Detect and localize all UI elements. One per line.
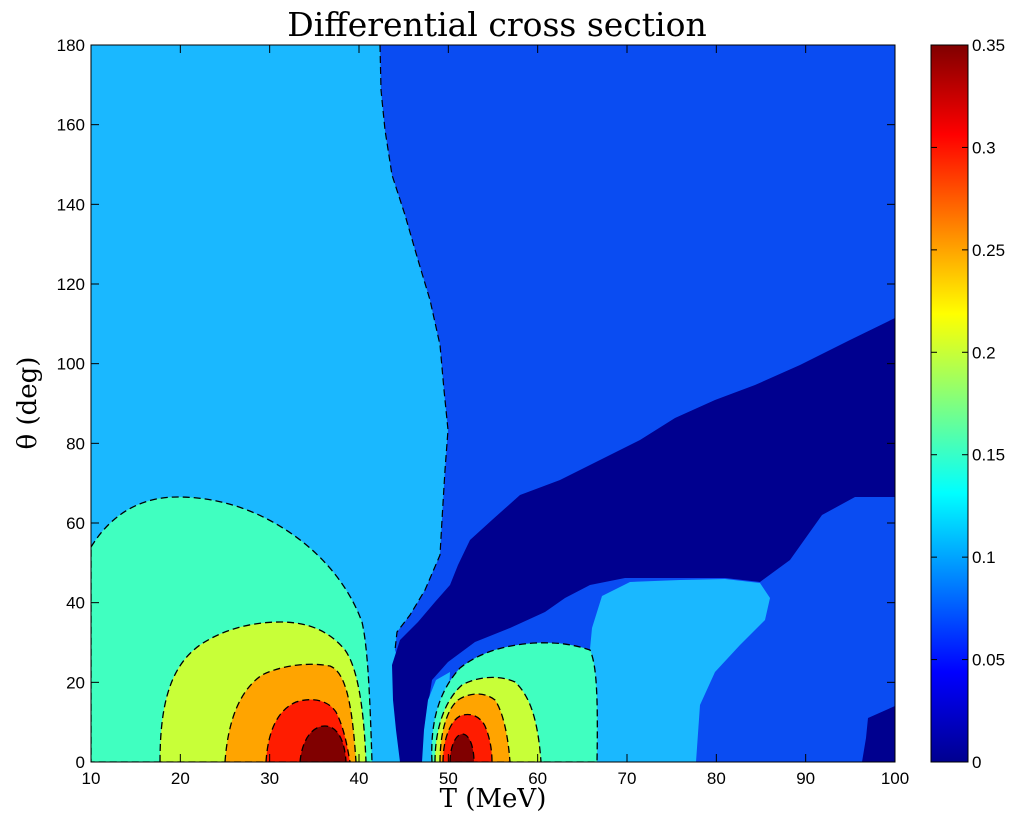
x-tick-label: 10 [82,769,101,788]
contour-plot [91,45,895,762]
region-right-lobe-light-blue [588,579,770,762]
colorbar-tick-label: 0.15 [972,446,1005,465]
contour-line-boundary [379,45,449,651]
colorbar-tick-label: 0.1 [972,548,996,567]
y-tick-label: 80 [66,434,85,453]
x-tick-label: 60 [528,769,547,788]
colorbar-tick-label: 0.35 [972,36,1005,55]
y-axis-label: θ (deg) [13,357,43,450]
y-tick-label: 20 [66,673,85,692]
colorbar-tick-label: 0.05 [972,651,1005,670]
chart-title: Differential cross section [287,5,706,44]
y-tick-label: 60 [66,514,85,533]
y-tick-label: 100 [57,355,85,374]
colorbar-tick-label: 0.25 [972,241,1005,260]
x-tick-label: 50 [439,769,458,788]
x-axis-label: T (MeV) [440,784,547,814]
x-tick-label: 20 [171,769,190,788]
x-tick-label: 100 [881,769,909,788]
colorbar-tick-label: 0 [972,753,981,772]
x-tick-label: 70 [618,769,637,788]
x-tick-label: 90 [796,769,815,788]
colorbar-tick-label: 0.3 [972,138,996,157]
y-tick-label: 0 [76,753,85,772]
left-lobe-peak [299,725,347,762]
y-tick-label: 140 [57,195,85,214]
x-tick-label: 80 [707,769,726,788]
region-corner-dark [862,706,895,762]
colorbar-axis: 0 0.05 0.1 0.15 0.2 0.25 0.3 0.35 [931,36,1005,772]
x-tick-label: 40 [350,769,369,788]
colorbar-tick-label: 0.2 [972,343,996,362]
y-axis: 0 20 40 60 80 100 120 140 160 180 [57,36,895,772]
y-tick-label: 40 [66,594,85,613]
x-axis: 10 20 30 40 50 60 70 80 90 100 [82,45,909,788]
x-tick-label: 30 [260,769,279,788]
plot-frame [90,44,896,763]
y-tick-label: 160 [57,116,85,135]
colorbar [930,44,969,763]
right-lobe-peak [449,733,475,762]
y-tick-label: 180 [57,36,85,55]
y-tick-label: 120 [57,275,85,294]
region-minimum-band [392,318,895,762]
